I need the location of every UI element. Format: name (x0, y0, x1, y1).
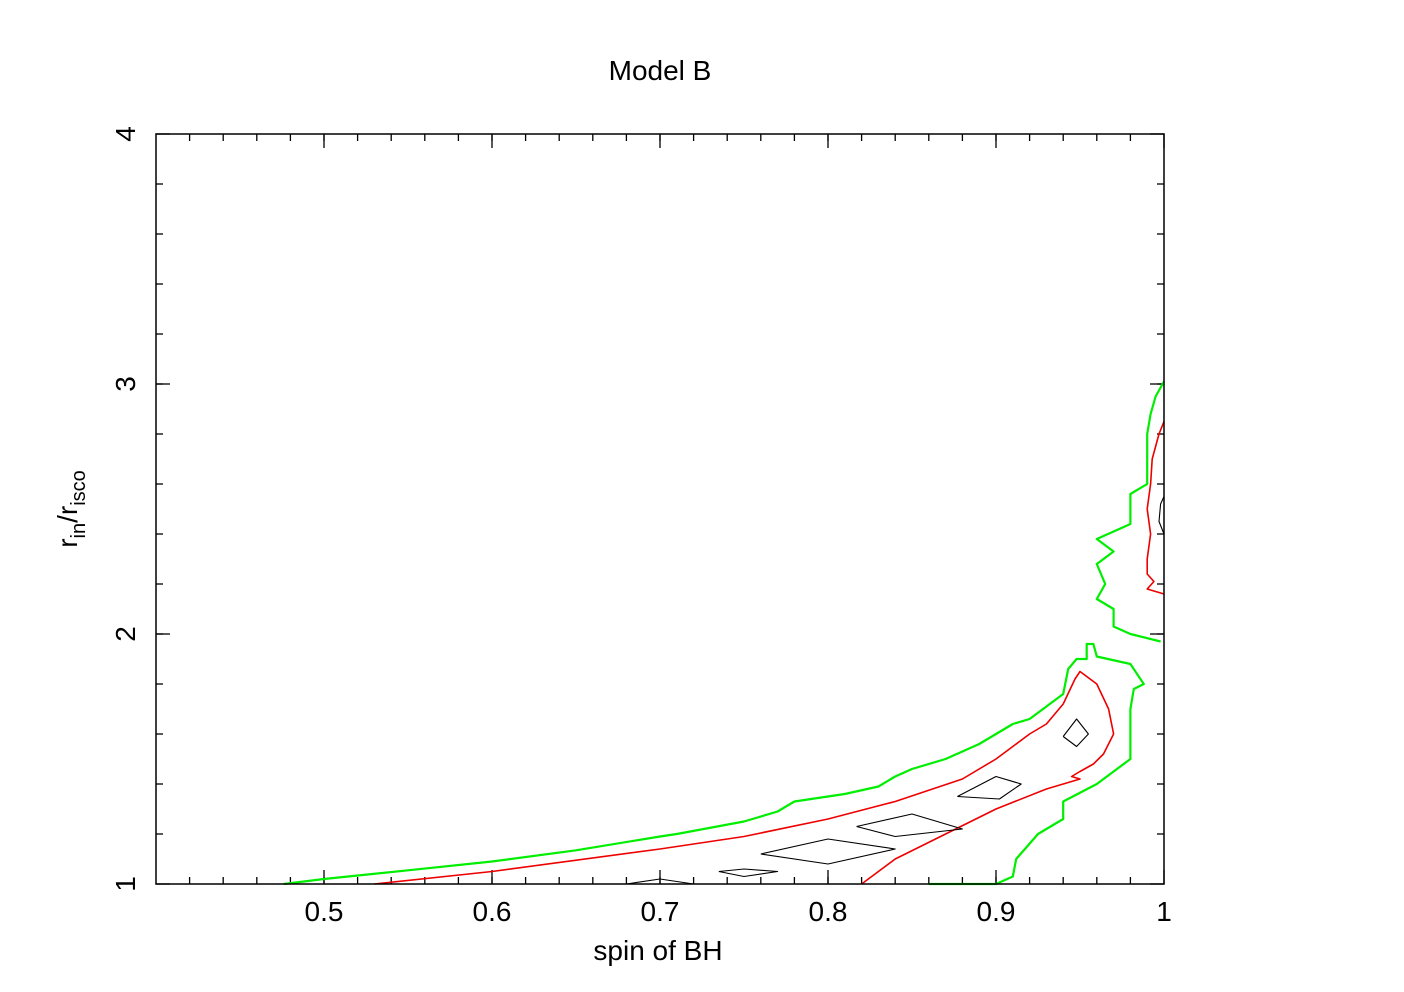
x-axis-label: spin of BH (593, 935, 722, 966)
contour-inner-line (1062, 718, 1089, 748)
y-tick-label: 1 (110, 876, 141, 892)
contour-inner-line (626, 878, 694, 885)
contour-inner-line (1158, 496, 1165, 535)
contour-inner-line (856, 813, 963, 838)
x-tick-label: 0.7 (641, 896, 680, 927)
contour-lines (283, 380, 1165, 886)
y-axis-label: rin/risco (52, 470, 90, 548)
contour-outer-line (1095, 380, 1165, 643)
y-tick-label: 3 (110, 376, 141, 392)
plot-frame (155, 133, 1165, 885)
x-tick-labels: 0.5 0.6 0.7 0.8 0.9 1 (305, 896, 1172, 927)
contour-inner-line (760, 838, 896, 865)
contour-inner-line (718, 868, 779, 878)
contour-middle-line (374, 670, 1115, 885)
x-tick-label: 1 (1156, 896, 1172, 927)
y-tick-label: 4 (110, 126, 141, 142)
y-label-sub-in: in (68, 523, 90, 539)
x-tick-label: 0.9 (977, 896, 1016, 927)
x-tick-label: 0.5 (305, 896, 344, 927)
x-tick-label: 0.8 (809, 896, 848, 927)
contour-inner-line (957, 775, 1022, 800)
y-label-main: r (52, 538, 83, 547)
y-tick-labels: 1 2 3 4 (110, 126, 141, 892)
minor-ticks (156, 134, 1164, 884)
x-tick-label: 0.6 (473, 896, 512, 927)
contour-outer-line (283, 642, 1145, 886)
y-label-sub-isco: isco (68, 470, 90, 506)
y-label-slash: /r (52, 506, 83, 523)
major-ticks (156, 133, 1165, 885)
y-tick-label: 2 (110, 626, 141, 642)
chart-title: Model B (609, 55, 712, 86)
contour-middle-line (1146, 421, 1165, 595)
